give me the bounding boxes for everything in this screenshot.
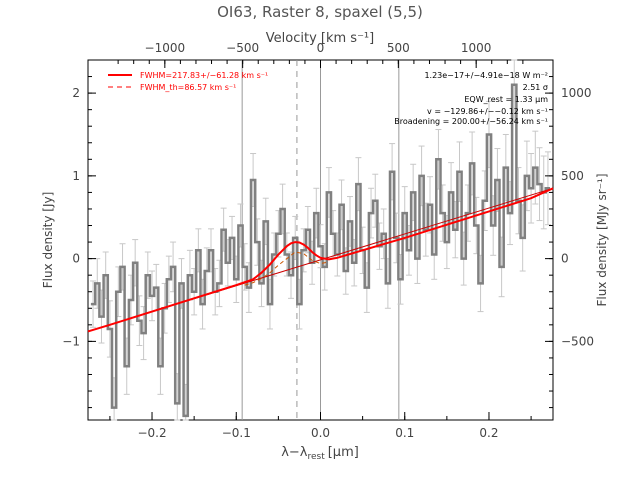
legend-label-fwhm: FWHM=217.83+/−61.28 km s⁻¹ — [140, 71, 268, 80]
right-tick-label: 1000 — [561, 86, 592, 100]
y-tick-label: 1 — [72, 169, 80, 183]
annotation-sigma: 2.51 σ — [523, 83, 548, 92]
annotation-velocity: v = −129.86+/−−0.12 km s⁻¹ — [427, 107, 548, 116]
top-tick-label: 0 — [317, 41, 325, 55]
top-tick-label: 500 — [387, 41, 410, 55]
y-axis-label-left: Flux density [Jy] — [41, 192, 55, 289]
top-tick-label: −1000 — [145, 41, 186, 55]
top-axis-label: Velocity [km s⁻¹] — [266, 31, 374, 46]
right-tick-label: −500 — [561, 334, 594, 348]
x-tick-label: 0.1 — [395, 426, 414, 440]
x-tick-label: 0.0 — [311, 426, 330, 440]
y-axis-label-right: Flux density [MJy sr⁻¹] — [595, 173, 609, 306]
y-tick-label: −1 — [62, 334, 80, 348]
y-tick-label: 2 — [72, 86, 80, 100]
data-series — [87, 83, 554, 418]
annotation-broadening: Broadening = 200.00+/−56.24 km s⁻¹ — [394, 117, 548, 126]
chart-title: OI63, Raster 8, spaxel (5,5) — [217, 3, 423, 21]
legend-label-fwhm-th: FWHM_th=86.57 km s⁻¹ — [140, 83, 236, 92]
series-fit — [87, 187, 554, 333]
x-axis-label-sub: rest — [307, 452, 325, 462]
annotation-eqw: EQW_rest = 1.33 μm — [464, 95, 548, 104]
top-tick-label: 1000 — [461, 41, 492, 55]
x-tick-label: 0.2 — [479, 426, 498, 440]
annotations: 1.23e−17+/−4.91e−18 W m⁻² 2.51 σ EQW_res… — [394, 71, 548, 126]
x-tick-label: −0.1 — [222, 426, 251, 440]
series-gaussian-components — [244, 251, 329, 286]
top-tick-label: −500 — [226, 41, 259, 55]
x-axis-label: λ−λrest [μm] — [281, 445, 359, 462]
x-axis-label-main: λ−λ — [281, 445, 308, 460]
x-tick-label: −0.2 — [137, 426, 166, 440]
x-axis-label-unit: [μm] — [328, 445, 359, 460]
right-tick-label: 500 — [561, 169, 584, 183]
series-spectrum — [90, 83, 551, 418]
axis-ticks: −0.2 −0.1 0.0 0.1 0.2 −1000 −500 0 500 1000 −1 0 1 2 −… — [62, 41, 594, 440]
right-tick-label: 0 — [561, 252, 569, 266]
annotation-flux: 1.23e−17+/−4.91e−18 W m⁻² — [424, 71, 548, 80]
legend: FWHM=217.83+/−61.28 km s⁻¹ FWHM_th=86.57… — [108, 71, 268, 92]
y-tick-label: 0 — [72, 252, 80, 266]
